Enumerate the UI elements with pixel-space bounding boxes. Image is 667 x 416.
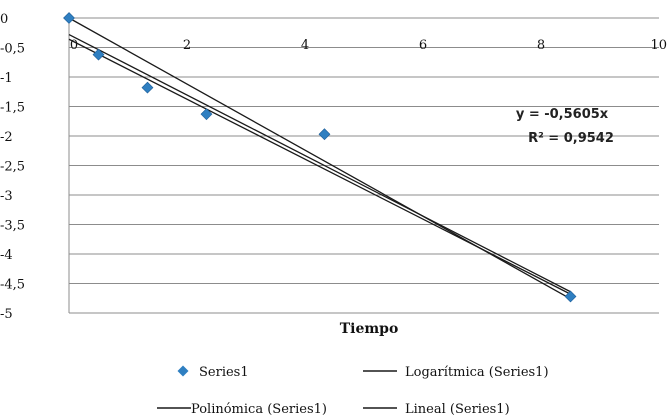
legend-entry-label: Polinómica (Series1) <box>191 402 327 416</box>
y-tick-label: -2 <box>0 130 13 145</box>
legend: Series1 Logarítmica (Series1) Polinómica (… <box>157 365 549 416</box>
trendline-r-squared: R² = 0,9542 <box>528 131 614 146</box>
trendline-equation: y = -0,5605x <box>516 107 609 122</box>
x-tick-label: 8 <box>537 38 545 53</box>
data-point <box>141 81 154 94</box>
x-axis-tick-labels: 0 2 4 6 8 10 <box>70 38 667 53</box>
data-point <box>63 12 75 24</box>
x-tick-label: 2 <box>183 38 191 53</box>
x-tick-label: 0 <box>70 38 78 53</box>
legend-entry-label: Lineal (Series1) <box>405 402 510 416</box>
trendlines <box>68 17 571 300</box>
y-axis-tick-labels: 0 -0,5 -1 -1,5 -2 -2,5 -3 -3,5 -4 -4,5 -5 <box>0 12 25 322</box>
gridlines <box>68 17 659 314</box>
data-point <box>564 290 577 303</box>
x-tick-label: 4 <box>301 38 309 53</box>
data-point <box>318 128 331 141</box>
series-points <box>63 12 577 303</box>
y-tick-label: -2,5 <box>0 160 25 175</box>
x-tick-label: 10 <box>650 38 667 53</box>
y-tick-label: -1 <box>0 71 13 86</box>
y-tick-label: -5 <box>0 307 13 322</box>
trendline <box>68 33 571 293</box>
data-point <box>200 108 213 121</box>
y-tick-label: -4 <box>0 248 13 263</box>
legend-marker <box>177 365 189 377</box>
legend-entry-label: Series1 <box>199 365 249 380</box>
y-tick-label: 0 <box>0 12 8 27</box>
trendline <box>68 17 571 300</box>
y-tick-label: -1,5 <box>0 101 25 116</box>
y-tick-label: -3,5 <box>0 219 25 234</box>
x-tick-label: 6 <box>419 38 427 53</box>
data-point <box>92 48 105 61</box>
y-tick-label: -4,5 <box>0 278 25 293</box>
legend-entry-label: Logarítmica (Series1) <box>405 365 549 380</box>
y-tick-label: -3 <box>0 189 13 204</box>
x-axis-title: Tiempo <box>340 321 399 337</box>
y-tick-label: -0,5 <box>0 42 25 57</box>
